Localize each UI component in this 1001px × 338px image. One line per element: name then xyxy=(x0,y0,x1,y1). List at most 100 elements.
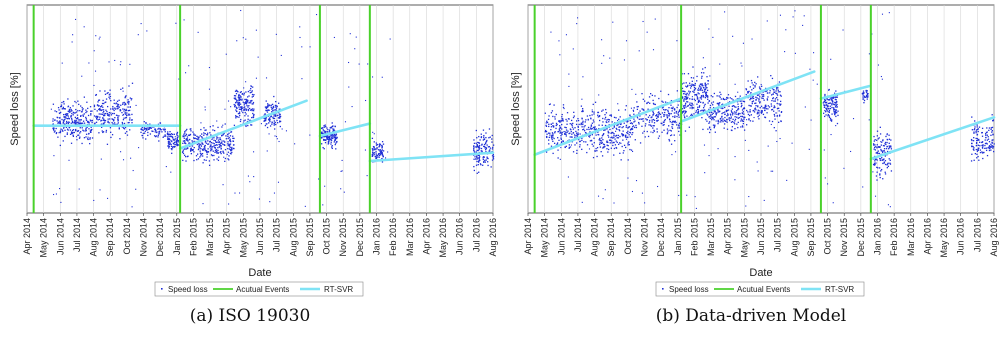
x-tick-label: Jul 2016 xyxy=(972,218,982,252)
speed-loss-point xyxy=(646,31,648,33)
speed-loss-point xyxy=(204,106,206,108)
speed-loss-point xyxy=(629,132,632,134)
x-tick-label: Aug 2015 xyxy=(789,218,799,257)
speed-loss-point xyxy=(479,144,481,147)
speed-loss-point xyxy=(479,147,481,149)
speed-loss-point xyxy=(655,115,658,117)
speed-loss-point xyxy=(204,144,206,147)
speed-loss-point xyxy=(685,102,687,104)
speed-loss-point xyxy=(127,122,129,124)
speed-loss-point xyxy=(831,100,834,103)
speed-loss-point xyxy=(328,139,331,141)
legend-label: Speed loss xyxy=(168,285,208,294)
speed-loss-point xyxy=(689,98,691,100)
speed-loss-point xyxy=(591,109,593,111)
speed-loss-point xyxy=(229,139,231,142)
speed-loss-point xyxy=(677,104,679,106)
speed-loss-point xyxy=(146,126,148,128)
speed-loss-point xyxy=(125,113,127,116)
speed-loss-point xyxy=(835,110,837,112)
speed-loss-point xyxy=(328,138,330,140)
speed-loss-point xyxy=(185,72,187,74)
speed-loss-point xyxy=(473,147,475,150)
speed-loss-point xyxy=(886,139,889,141)
speed-loss-point xyxy=(301,46,303,48)
speed-loss-point xyxy=(182,140,185,142)
speed-loss-point xyxy=(748,114,751,117)
speed-loss-point xyxy=(754,84,756,87)
speed-loss-point xyxy=(552,134,554,137)
speed-loss-point xyxy=(877,167,879,169)
speed-loss-point xyxy=(109,93,111,95)
speed-loss-point xyxy=(161,131,163,133)
speed-loss-point xyxy=(123,122,126,125)
speed-loss-point xyxy=(484,159,486,162)
speed-loss-point xyxy=(743,107,746,110)
speed-loss-point xyxy=(653,125,655,127)
speed-loss-point xyxy=(728,101,731,103)
speed-loss-point xyxy=(171,148,173,151)
speed-loss-point xyxy=(336,136,338,139)
speed-loss-point xyxy=(91,110,93,112)
speed-loss-point xyxy=(882,178,884,180)
speed-loss-point xyxy=(478,154,480,156)
speed-loss-point xyxy=(124,102,126,105)
speed-loss-point xyxy=(551,138,553,141)
speed-loss-point xyxy=(585,119,587,121)
speed-loss-point xyxy=(752,95,754,98)
speed-loss-point xyxy=(700,101,702,103)
speed-loss-point xyxy=(862,92,864,94)
speed-loss-point xyxy=(247,115,249,117)
speed-loss-point xyxy=(763,99,765,101)
speed-loss-point xyxy=(711,102,713,104)
speed-loss-point xyxy=(235,115,237,118)
speed-loss-point xyxy=(765,90,767,92)
speed-loss-point xyxy=(64,129,66,131)
speed-loss-point xyxy=(128,85,130,87)
speed-loss-point xyxy=(74,100,76,103)
speed-loss-point xyxy=(987,147,989,149)
speed-loss-point xyxy=(184,142,186,144)
speed-loss-point xyxy=(674,140,676,142)
speed-loss-point xyxy=(244,111,246,114)
rt-svr-line xyxy=(679,70,816,123)
speed-loss-point xyxy=(97,101,99,103)
speed-loss-point xyxy=(611,136,613,138)
speed-loss-point xyxy=(582,109,584,112)
speed-loss-point xyxy=(826,108,828,110)
speed-loss-point xyxy=(737,103,739,105)
speed-loss-point xyxy=(182,142,184,144)
speed-loss-point xyxy=(108,115,110,117)
speed-loss-point xyxy=(777,89,779,91)
speed-loss-point xyxy=(545,129,547,132)
speed-loss-point xyxy=(77,117,79,120)
speed-loss-point xyxy=(652,99,654,102)
speed-loss-point xyxy=(748,90,750,93)
speed-loss-point xyxy=(865,94,868,97)
speed-loss-point xyxy=(247,99,249,102)
x-tick-label: Apr 2015 xyxy=(723,218,733,255)
speed-loss-point xyxy=(485,132,487,134)
speed-loss-point xyxy=(625,136,627,138)
speed-loss-point xyxy=(235,106,237,108)
speed-loss-point xyxy=(628,141,630,143)
speed-loss-point xyxy=(626,121,628,123)
speed-loss-point xyxy=(97,115,99,118)
speed-loss-point xyxy=(883,145,885,147)
speed-loss-point xyxy=(984,147,986,150)
speed-loss-point xyxy=(758,98,760,100)
speed-loss-point xyxy=(593,142,595,144)
speed-loss-point xyxy=(200,128,202,131)
speed-loss-point xyxy=(74,128,77,131)
speed-loss-point xyxy=(268,104,270,106)
speed-loss-point xyxy=(80,111,83,113)
speed-loss-point xyxy=(884,143,886,145)
speed-loss-point xyxy=(779,100,782,103)
speed-loss-point xyxy=(650,116,652,119)
speed-loss-point xyxy=(245,100,248,102)
speed-loss-point xyxy=(694,87,697,90)
speed-loss-point xyxy=(633,107,635,109)
speed-loss-point xyxy=(213,129,216,132)
x-tick-label: Jul 2015 xyxy=(272,218,282,252)
speed-loss-point xyxy=(687,104,689,107)
